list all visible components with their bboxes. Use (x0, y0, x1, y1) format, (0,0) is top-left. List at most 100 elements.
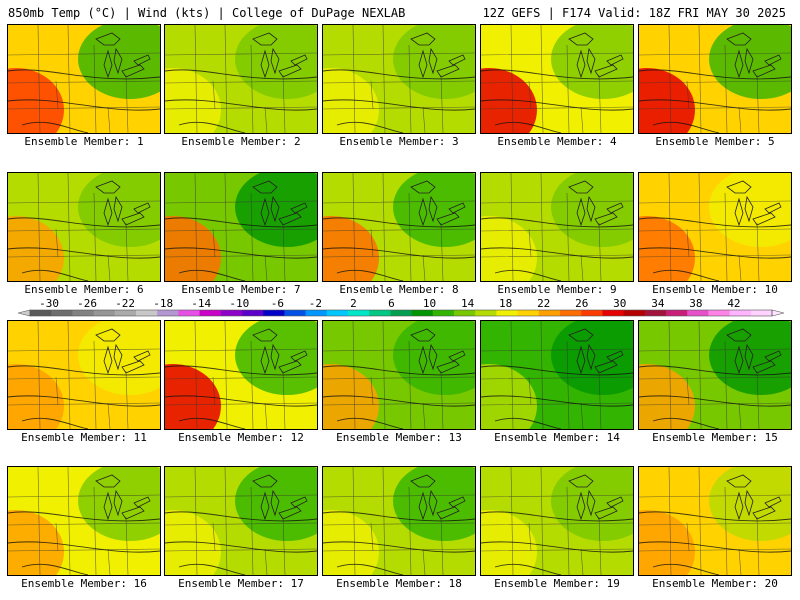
cool-region (78, 321, 160, 395)
colorbar-tick-label: 34 (651, 297, 665, 310)
warm-region (481, 68, 537, 133)
ensemble-member-map (7, 320, 161, 430)
great-lakes-outline (410, 32, 466, 79)
colorbar-swatch (72, 310, 95, 316)
state-boundaries (323, 25, 475, 133)
state-boundaries (639, 467, 791, 575)
ensemble-member-label: Ensemble Member: 9 (497, 283, 617, 296)
state-boundaries (165, 25, 317, 133)
colorbar-tick-label: 22 (537, 297, 550, 310)
colorbar-swatch (432, 310, 455, 316)
ensemble-member-map (164, 172, 318, 282)
great-lakes-outline (726, 32, 782, 79)
ensemble-member-label: Ensemble Member: 11 (21, 431, 147, 444)
height-contours (481, 511, 633, 575)
temperature-field (165, 25, 317, 133)
ensemble-member-map (322, 320, 476, 430)
colorbar-swatch (411, 310, 434, 316)
temperature-field (639, 25, 791, 133)
cool-region (78, 467, 160, 541)
great-lakes-outline (95, 32, 151, 79)
colorbar-swatch (242, 310, 264, 316)
colorbar-swatch (157, 310, 179, 316)
cool-region (551, 467, 633, 541)
colorbar-tick-label: 38 (689, 297, 702, 310)
great-lakes-outline (252, 328, 308, 375)
great-lakes-outline (726, 180, 782, 227)
height-contours (165, 69, 317, 133)
cool-region (235, 25, 317, 99)
temperature-field (8, 25, 160, 133)
height-contours (8, 69, 160, 133)
ensemble-member-label: Ensemble Member: 6 (24, 283, 144, 296)
warm-region (165, 510, 221, 575)
colorbar-swatch (263, 310, 285, 316)
ensemble-member-map (322, 466, 476, 576)
temperature-field (481, 25, 633, 133)
great-lakes-outline (252, 180, 308, 227)
temperature-field (639, 321, 791, 429)
colorbar-swatch (729, 310, 752, 316)
height-contours (323, 365, 475, 429)
ensemble-member-map (7, 172, 161, 282)
temperature-field (639, 173, 791, 281)
colorbar-swatch (644, 310, 667, 316)
great-lakes-outline (410, 328, 466, 375)
state-boundaries (481, 25, 633, 133)
cool-region (551, 321, 633, 395)
colorbar-tick-label: 30 (613, 297, 626, 310)
cool-region (551, 25, 633, 99)
height-contours (481, 217, 633, 281)
colorbar-tick-label: -10 (229, 297, 249, 310)
warm-region (8, 510, 64, 575)
temperature-field (8, 467, 160, 575)
cool-region (78, 173, 160, 247)
cool-region (78, 25, 160, 99)
colorbar-swatch (220, 310, 243, 316)
chart-title: 850mb Temp (°C) | Wind (kts) | College o… (8, 6, 406, 20)
warm-region (481, 364, 537, 429)
height-contours (639, 511, 791, 575)
temperature-field (481, 173, 633, 281)
colorbar-right-arrow (771, 309, 785, 317)
warm-region (323, 510, 379, 575)
ensemble-member-map (638, 320, 792, 430)
colorbar-swatch (93, 310, 116, 316)
cool-region (235, 321, 317, 395)
ensemble-member-label: Ensemble Member: 4 (497, 135, 617, 148)
warm-region (323, 364, 379, 429)
great-lakes-outline (95, 180, 151, 227)
colorbar-tick-label: -18 (153, 297, 173, 310)
colorbar-swatch (326, 310, 349, 316)
ensemble-member-label: Ensemble Member: 3 (339, 135, 459, 148)
ensemble-member-map (638, 24, 792, 134)
temperature-field (323, 25, 475, 133)
run-valid-time: 12Z GEFS | F174 Valid: 18Z FRI MAY 30 20… (482, 6, 786, 20)
temperature-field (323, 321, 475, 429)
colorbar-tick-label: 6 (388, 297, 395, 310)
colorbar-tick-label: -26 (77, 297, 97, 310)
height-contours (8, 217, 160, 281)
great-lakes-outline (726, 474, 782, 521)
warm-region (8, 68, 64, 133)
state-boundaries (481, 467, 633, 575)
colorbar-swatch (517, 310, 540, 316)
colorbar-swatch (390, 310, 413, 316)
colorbar-tick-label: 42 (727, 297, 740, 310)
ensemble-member-map (480, 320, 634, 430)
state-boundaries (8, 173, 160, 281)
colorbar-swatch (369, 310, 391, 316)
height-contours (165, 217, 317, 281)
cool-region (235, 467, 317, 541)
ensemble-member-map (480, 466, 634, 576)
height-contours (639, 69, 791, 133)
great-lakes-outline (568, 328, 624, 375)
state-boundaries (8, 25, 160, 133)
height-contours (481, 365, 633, 429)
colorbar-swatch (114, 310, 137, 316)
cool-region (393, 25, 475, 99)
warm-region (165, 216, 221, 281)
ensemble-member-label: Ensemble Member: 13 (336, 431, 462, 444)
height-contours (481, 69, 633, 133)
ensemble-member-map (322, 24, 476, 134)
